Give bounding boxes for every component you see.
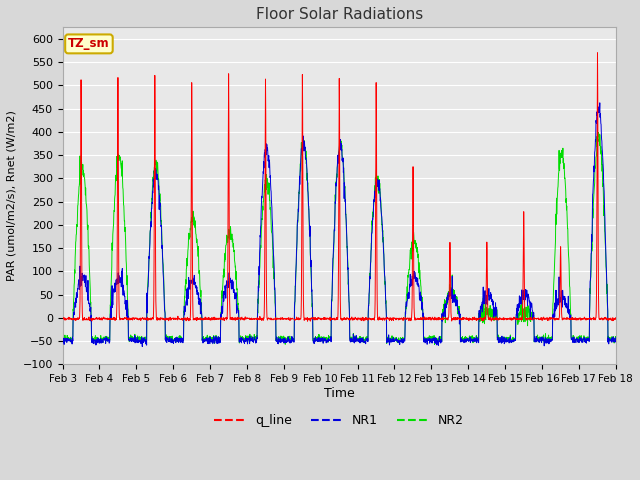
Title: Floor Solar Radiations: Floor Solar Radiations xyxy=(255,7,423,22)
Legend: q_line, NR1, NR2: q_line, NR1, NR2 xyxy=(209,409,469,432)
NR2 xyxy=(612,337,620,343)
NR1 xyxy=(596,100,604,106)
NR1 xyxy=(213,336,221,341)
NR2 xyxy=(59,336,67,342)
NR1 xyxy=(59,337,67,343)
q_line xyxy=(563,314,571,320)
q_line xyxy=(355,315,363,321)
NR2 xyxy=(367,248,375,253)
NR2 xyxy=(500,334,508,340)
NR1 xyxy=(563,303,571,309)
NR2 xyxy=(355,336,363,342)
Line: NR1: NR1 xyxy=(63,103,616,347)
q_line xyxy=(303,318,311,324)
NR1 xyxy=(612,338,620,344)
Y-axis label: PAR (umol/m2/s), Rnet (W/m2): PAR (umol/m2/s), Rnet (W/m2) xyxy=(7,110,17,281)
q_line xyxy=(213,315,221,321)
NR1 xyxy=(367,247,375,252)
q_line xyxy=(579,316,586,322)
NR2 xyxy=(431,342,438,348)
q_line xyxy=(594,50,602,56)
q_line xyxy=(612,316,620,322)
NR2 xyxy=(579,337,586,343)
NR1 xyxy=(500,334,508,340)
NR1 xyxy=(138,344,146,349)
Line: NR2: NR2 xyxy=(63,132,616,345)
NR1 xyxy=(579,336,586,342)
NR2 xyxy=(563,211,571,216)
Line: q_line: q_line xyxy=(63,53,616,321)
NR1 xyxy=(355,339,363,345)
Text: TZ_sm: TZ_sm xyxy=(68,37,109,50)
X-axis label: Time: Time xyxy=(324,387,355,400)
NR2 xyxy=(213,336,221,342)
q_line xyxy=(59,315,67,321)
q_line xyxy=(367,317,375,323)
NR2 xyxy=(595,130,602,135)
q_line xyxy=(500,317,508,323)
